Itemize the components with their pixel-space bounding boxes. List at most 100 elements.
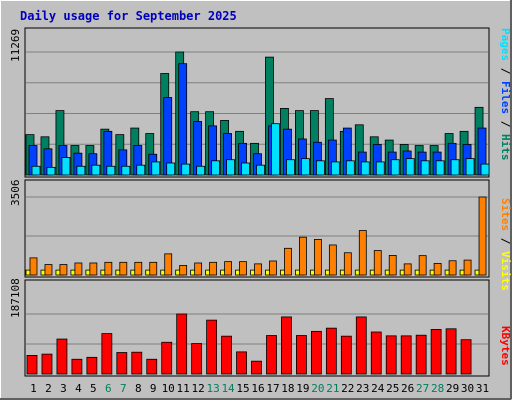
pages-bar-day-7 [121,165,131,176]
kbytes-bar-day-10 [161,341,173,375]
sites-visits-plot-area [24,179,490,278]
pages-bar-day-3 [61,157,71,176]
kbytes-plot-area [24,279,490,377]
kbytes-bar-day-6 [101,333,113,375]
day-label-26: 26 [401,382,414,395]
pages-bar-day-11 [181,163,191,176]
sites-bar-day-25 [388,255,397,276]
kbytes-bar-day-3 [56,338,68,375]
sites-bar-day-13 [209,261,218,276]
day-label-1: 1 [30,382,37,395]
kbytes-bar-day-1 [26,355,38,375]
sites-bar-day-21 [328,244,337,276]
day-label-25: 25 [386,382,399,395]
day-label-30: 30 [461,382,474,395]
kbytes-bar-day-11 [176,313,188,375]
day-label-12: 12 [192,382,205,395]
day-label-27: 27 [416,382,429,395]
sites-bar-day-12 [194,262,203,276]
sites-bar-day-17 [269,260,277,276]
pages-bar-day-9 [151,161,161,176]
day-label-21: 21 [326,382,339,395]
kbytes-panel: 187108 KBytes [9,278,512,377]
sites-bar-day-1 [29,257,38,276]
pages-bar-day-10 [166,162,176,176]
day-label-7: 7 [120,382,127,395]
pages-bar-day-29 [450,159,460,176]
pages-bar-day-20 [315,160,325,176]
sites-bar-day-31 [478,196,487,276]
day-label-17: 17 [266,382,279,395]
kbytes-bar-day-28 [430,329,442,375]
day-label-28: 28 [431,382,444,395]
day-label-6: 6 [105,382,112,395]
kbytes-bar-day-16 [251,360,262,375]
pages-bar-day-24 [375,161,385,176]
kbytes-bar-day-7 [116,352,128,375]
sites-bar-day-2 [44,264,53,276]
pages-bar-day-5 [91,164,101,176]
kbytes-bar-day-14 [221,335,232,375]
sites-bar-day-20 [313,239,322,276]
kbytes-bar-day-2 [41,353,53,375]
sites-bar-day-19 [299,236,307,276]
day-label-9: 9 [150,382,157,395]
kbytes-bar-day-29 [445,328,457,375]
pages-bar-day-25 [390,159,400,176]
kbytes-bar-day-30 [460,339,472,375]
kbytes-bar-day-8 [131,351,143,375]
kbytes-bar-day-17 [266,335,277,375]
pages-bar-day-12 [196,165,206,176]
pages-bar-day-26 [405,158,415,176]
kbytes-bar-day-24 [370,331,382,375]
pages-bar-day-6 [106,165,116,176]
kbytes-legend: KBytes [499,326,512,366]
files-bar-day-11 [178,63,188,176]
day-label-8: 8 [135,382,142,395]
day-label-23: 23 [356,382,369,395]
hits-files-pages-legend: Pages / Files / Hits [499,28,512,161]
sites-bar-day-23 [358,230,367,276]
kbytes-bar-day-15 [236,351,247,375]
day-label-16: 16 [251,382,264,395]
sites-bar-day-7 [119,261,128,276]
kbytes-bar-day-12 [191,343,203,375]
kbytes-bar-day-26 [400,335,412,375]
day-label-29: 29 [446,382,459,395]
pages-bar-day-14 [226,159,235,176]
pages-bar-day-13 [211,160,221,176]
kbytes-bar-day-9 [146,358,158,375]
day-label-24: 24 [371,382,385,395]
sites-bar-day-29 [448,260,457,276]
hits-files-pages-plot-area [24,27,490,178]
pages-bar-day-18 [286,159,295,176]
sites-bar-day-24 [373,250,382,276]
sites-bar-day-16 [254,263,262,276]
pages-bar-day-2 [46,166,56,176]
hits-ymax-label: 11269 [9,29,22,62]
sites-visits-legend: Sites / Visits [499,198,512,291]
day-label-5: 5 [90,382,97,395]
pages-bar-day-8 [136,164,146,176]
pages-bar-day-1 [31,165,41,176]
sites-bar-day-27 [418,255,427,276]
sites-bar-day-11 [179,265,188,276]
hits-files-pages-panel: 11269 Pages / Files / Hits [9,27,512,178]
sites-bar-day-30 [463,259,472,276]
pages-bar-day-17 [271,123,280,176]
day-label-20: 20 [311,382,324,395]
pages-bar-day-19 [301,158,310,176]
kbytes-bar-day-25 [385,335,397,375]
day-label-13: 13 [206,382,219,395]
day-label-3: 3 [60,382,67,395]
day-label-31: 31 [476,382,489,395]
day-label-10: 10 [162,382,175,395]
sites-bar-day-26 [403,263,412,276]
sites-bar-day-3 [59,264,68,276]
kbytes-bar-day-5 [86,356,98,375]
sites-bar-day-22 [343,252,352,276]
sites-bar-day-8 [134,261,143,276]
day-label-14: 14 [221,382,235,395]
